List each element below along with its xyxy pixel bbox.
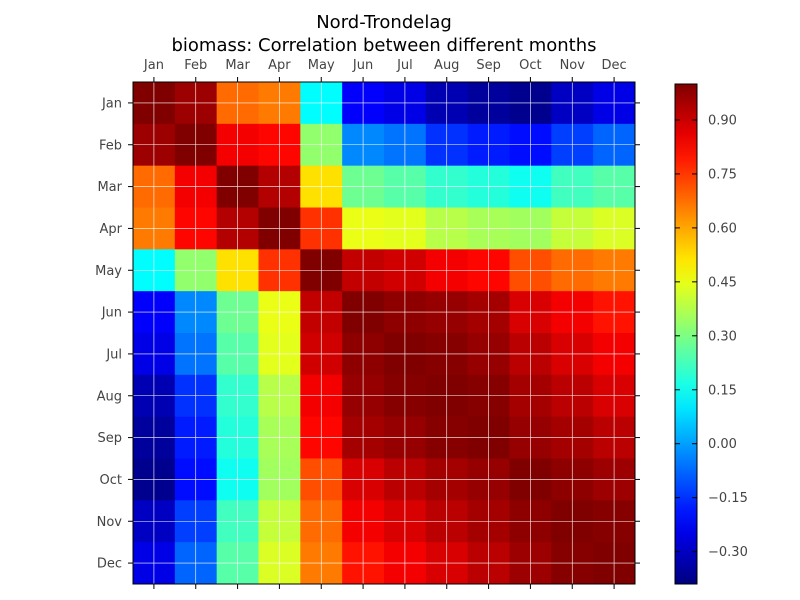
x-axis-top-tick-labels: Jan Feb Mar Apr May Jun Jul Aug Sep Oct Nov Dec: [143, 58, 627, 73]
x-tick-label-may: May: [308, 58, 335, 73]
y-tick-label-sep: Sep: [97, 431, 122, 446]
x-tick-label-nov: Nov: [560, 58, 586, 73]
y-tick-label-nov: Nov: [97, 515, 123, 530]
y-tick-label-oct: Oct: [100, 473, 122, 488]
colorbar-tick-label: 0.90: [708, 113, 737, 128]
y-tick-label-apr: Apr: [100, 222, 123, 237]
y-tick-label-aug: Aug: [97, 389, 122, 404]
x-tick-label-feb: Feb: [184, 58, 207, 73]
heatmap-cells: [133, 82, 636, 585]
x-tick-label-jul: Jul: [396, 58, 413, 73]
colorbar-tick-label: −0.30: [708, 545, 748, 560]
x-tick-label-dec: Dec: [602, 58, 627, 73]
x-tick-label-oct: Oct: [519, 58, 541, 73]
chart-title-line-2: biomass: Correlation between different m…: [171, 35, 596, 56]
x-tick-label-mar: Mar: [225, 58, 250, 73]
y-tick-label-may: May: [95, 264, 122, 279]
colorbar-tick-label: −0.15: [708, 491, 748, 506]
colorbar-tick-label: 0.60: [708, 221, 737, 236]
y-tick-label-jun: Jun: [101, 306, 122, 321]
colorbar-tick-label: 0.30: [708, 329, 737, 344]
y-tick-label-jul: Jul: [105, 347, 122, 362]
chart-title-line-1: Nord-Trondelag: [316, 12, 452, 33]
x-tick-label-sep: Sep: [476, 58, 501, 73]
heatmap-gridlines: [133, 82, 635, 584]
x-tick-label-jun: Jun: [352, 58, 373, 73]
colorbar-tick-label: 0.75: [708, 167, 737, 182]
colorbar-gradient: [674, 83, 698, 585]
x-tick-label-apr: Apr: [268, 58, 291, 73]
y-axis-tick-labels: Jan Feb Mar Apr May Jun Jul Aug Sep Oct Nov Dec: [95, 96, 123, 571]
axis-tick-marks: [128, 77, 640, 589]
colorbar-tick-label: 0.45: [708, 275, 737, 290]
y-tick-label-mar: Mar: [97, 180, 122, 195]
colorbar-tick-label: 0.00: [708, 437, 737, 452]
heatmap-frame: [132, 81, 636, 585]
y-tick-label-jan: Jan: [101, 96, 122, 111]
x-tick-label-jan: Jan: [143, 58, 164, 73]
x-tick-label-aug: Aug: [434, 58, 459, 73]
colorbar: −0.30 −0.15 0.00 0.15 0.30 0.45 0.60 0.75 0.90: [674, 83, 748, 585]
colorbar-tick-label: 0.15: [708, 383, 737, 398]
y-tick-label-dec: Dec: [97, 557, 122, 572]
y-tick-label-feb: Feb: [99, 138, 122, 153]
